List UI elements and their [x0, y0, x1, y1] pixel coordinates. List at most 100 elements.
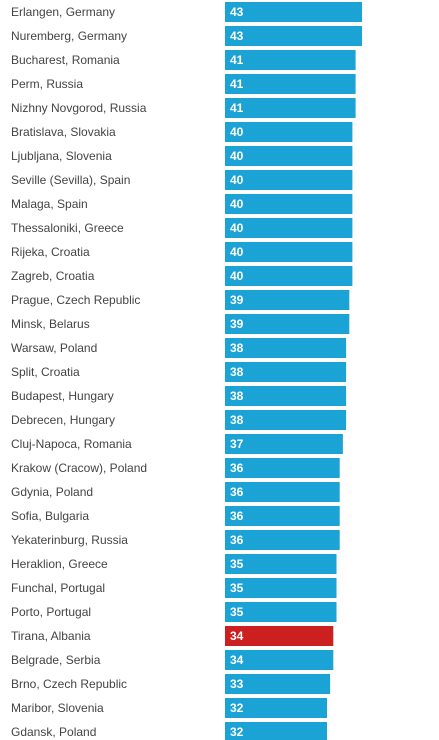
category-label: Maribor, Slovenia	[11, 701, 104, 715]
bar	[225, 506, 340, 526]
category-label: Nizhny Novgorod, Russia	[11, 101, 147, 115]
bar-row: Rijeka, Croatia 40	[11, 242, 353, 262]
category-label: Yekaterinburg, Russia	[11, 533, 128, 547]
value-label: 40	[230, 221, 244, 235]
category-label: Rijeka, Croatia	[11, 245, 90, 259]
bar-row: Nuremberg, Germany 43	[11, 26, 362, 46]
bar	[225, 50, 356, 70]
value-label: 40	[230, 269, 244, 283]
category-label: Krakow (Cracow), Poland	[11, 461, 147, 475]
category-label: Bucharest, Romania	[11, 53, 120, 67]
category-label: Erlangen, Germany	[11, 5, 115, 19]
bar	[225, 530, 340, 550]
value-label: 40	[230, 125, 244, 139]
category-label: Funchal, Portugal	[11, 581, 105, 595]
bar-row: Warsaw, Poland 38	[11, 338, 347, 358]
bar-row: Thessaloniki, Greece 40	[11, 218, 353, 238]
bar	[225, 26, 362, 46]
bar	[225, 74, 356, 94]
value-label: 41	[230, 53, 244, 67]
category-label: Nuremberg, Germany	[11, 29, 127, 43]
category-label: Malaga, Spain	[11, 197, 88, 211]
category-label: Budapest, Hungary	[11, 389, 114, 403]
category-label: Prague, Czech Republic	[11, 293, 140, 307]
value-label: 38	[230, 413, 244, 427]
value-label: 39	[230, 293, 244, 307]
value-label: 43	[230, 29, 244, 43]
bar-row: Malaga, Spain 40	[11, 194, 353, 214]
bar	[225, 650, 334, 670]
category-label: Heraklion, Greece	[11, 557, 108, 571]
bar	[225, 290, 350, 310]
bar-row: Sofia, Bulgaria 36	[11, 506, 340, 526]
bar-row: Budapest, Hungary 38	[11, 386, 347, 406]
bar-row: Tirana, Albania 34	[11, 626, 334, 646]
bar-row: Gdansk, Poland 32	[11, 722, 327, 740]
value-label: 41	[230, 77, 244, 91]
category-label: Zagreb, Croatia	[11, 269, 95, 283]
bar-row: Erlangen, Germany 43	[11, 2, 362, 22]
category-label: Ljubljana, Slovenia	[11, 149, 112, 163]
category-label: Cluj-Napoca, Romania	[11, 437, 132, 451]
bar	[225, 458, 340, 478]
bar-row: Belgrade, Serbia 34	[11, 650, 334, 670]
bar	[225, 698, 327, 718]
bar-row: Perm, Russia 41	[11, 74, 356, 94]
bar	[225, 410, 347, 430]
bar	[225, 338, 347, 358]
bar	[225, 218, 353, 238]
value-label: 32	[230, 725, 244, 739]
value-label: 32	[230, 701, 244, 715]
bar	[225, 722, 327, 740]
value-label: 38	[230, 389, 244, 403]
value-label: 36	[230, 461, 244, 475]
bar-row: Zagreb, Croatia 40	[11, 266, 353, 286]
value-label: 34	[230, 653, 244, 667]
bar	[225, 266, 353, 286]
bar	[225, 2, 362, 22]
category-label: Thessaloniki, Greece	[11, 221, 124, 235]
category-label: Split, Croatia	[11, 365, 80, 379]
bar-row: Ljubljana, Slovenia 40	[11, 146, 353, 166]
bar	[225, 434, 343, 454]
value-label: 43	[230, 5, 244, 19]
bar-row: Gdynia, Poland 36	[11, 482, 340, 502]
bar	[225, 362, 347, 382]
bar-row: Funchal, Portugal 35	[11, 578, 337, 598]
bar-row: Nizhny Novgorod, Russia 41	[11, 98, 356, 118]
category-label: Perm, Russia	[11, 77, 83, 91]
category-label: Seville (Sevilla), Spain	[11, 173, 130, 187]
category-label: Gdansk, Poland	[11, 725, 96, 739]
value-label: 34	[230, 629, 244, 643]
value-label: 33	[230, 677, 244, 691]
value-label: 36	[230, 533, 244, 547]
bar-row: Debrecen, Hungary 38	[11, 410, 347, 430]
value-label: 39	[230, 317, 244, 331]
bar	[225, 98, 356, 118]
category-label: Bratislava, Slovakia	[11, 125, 116, 139]
bar-row: Seville (Sevilla), Spain 40	[11, 170, 353, 190]
value-label: 36	[230, 509, 244, 523]
category-label: Gdynia, Poland	[11, 485, 93, 499]
bar-row: Heraklion, Greece 35	[11, 554, 337, 574]
category-label: Sofia, Bulgaria	[11, 509, 89, 523]
bar	[225, 170, 353, 190]
value-label: 37	[230, 437, 244, 451]
value-label: 36	[230, 485, 244, 499]
value-label: 38	[230, 341, 244, 355]
category-label: Debrecen, Hungary	[11, 413, 115, 427]
value-label: 40	[230, 173, 244, 187]
category-label: Porto, Portugal	[11, 605, 91, 619]
value-label: 35	[230, 605, 244, 619]
bar-row: Prague, Czech Republic 39	[11, 290, 350, 310]
bar	[225, 194, 353, 214]
bar	[225, 242, 353, 262]
bar-row: Porto, Portugal 35	[11, 602, 337, 622]
bar	[225, 386, 347, 406]
bar	[225, 602, 337, 622]
bar-row: Bratislava, Slovakia 40	[11, 122, 353, 142]
bar	[225, 674, 331, 694]
bar-row: Maribor, Slovenia 32	[11, 698, 327, 718]
value-label: 40	[230, 197, 244, 211]
